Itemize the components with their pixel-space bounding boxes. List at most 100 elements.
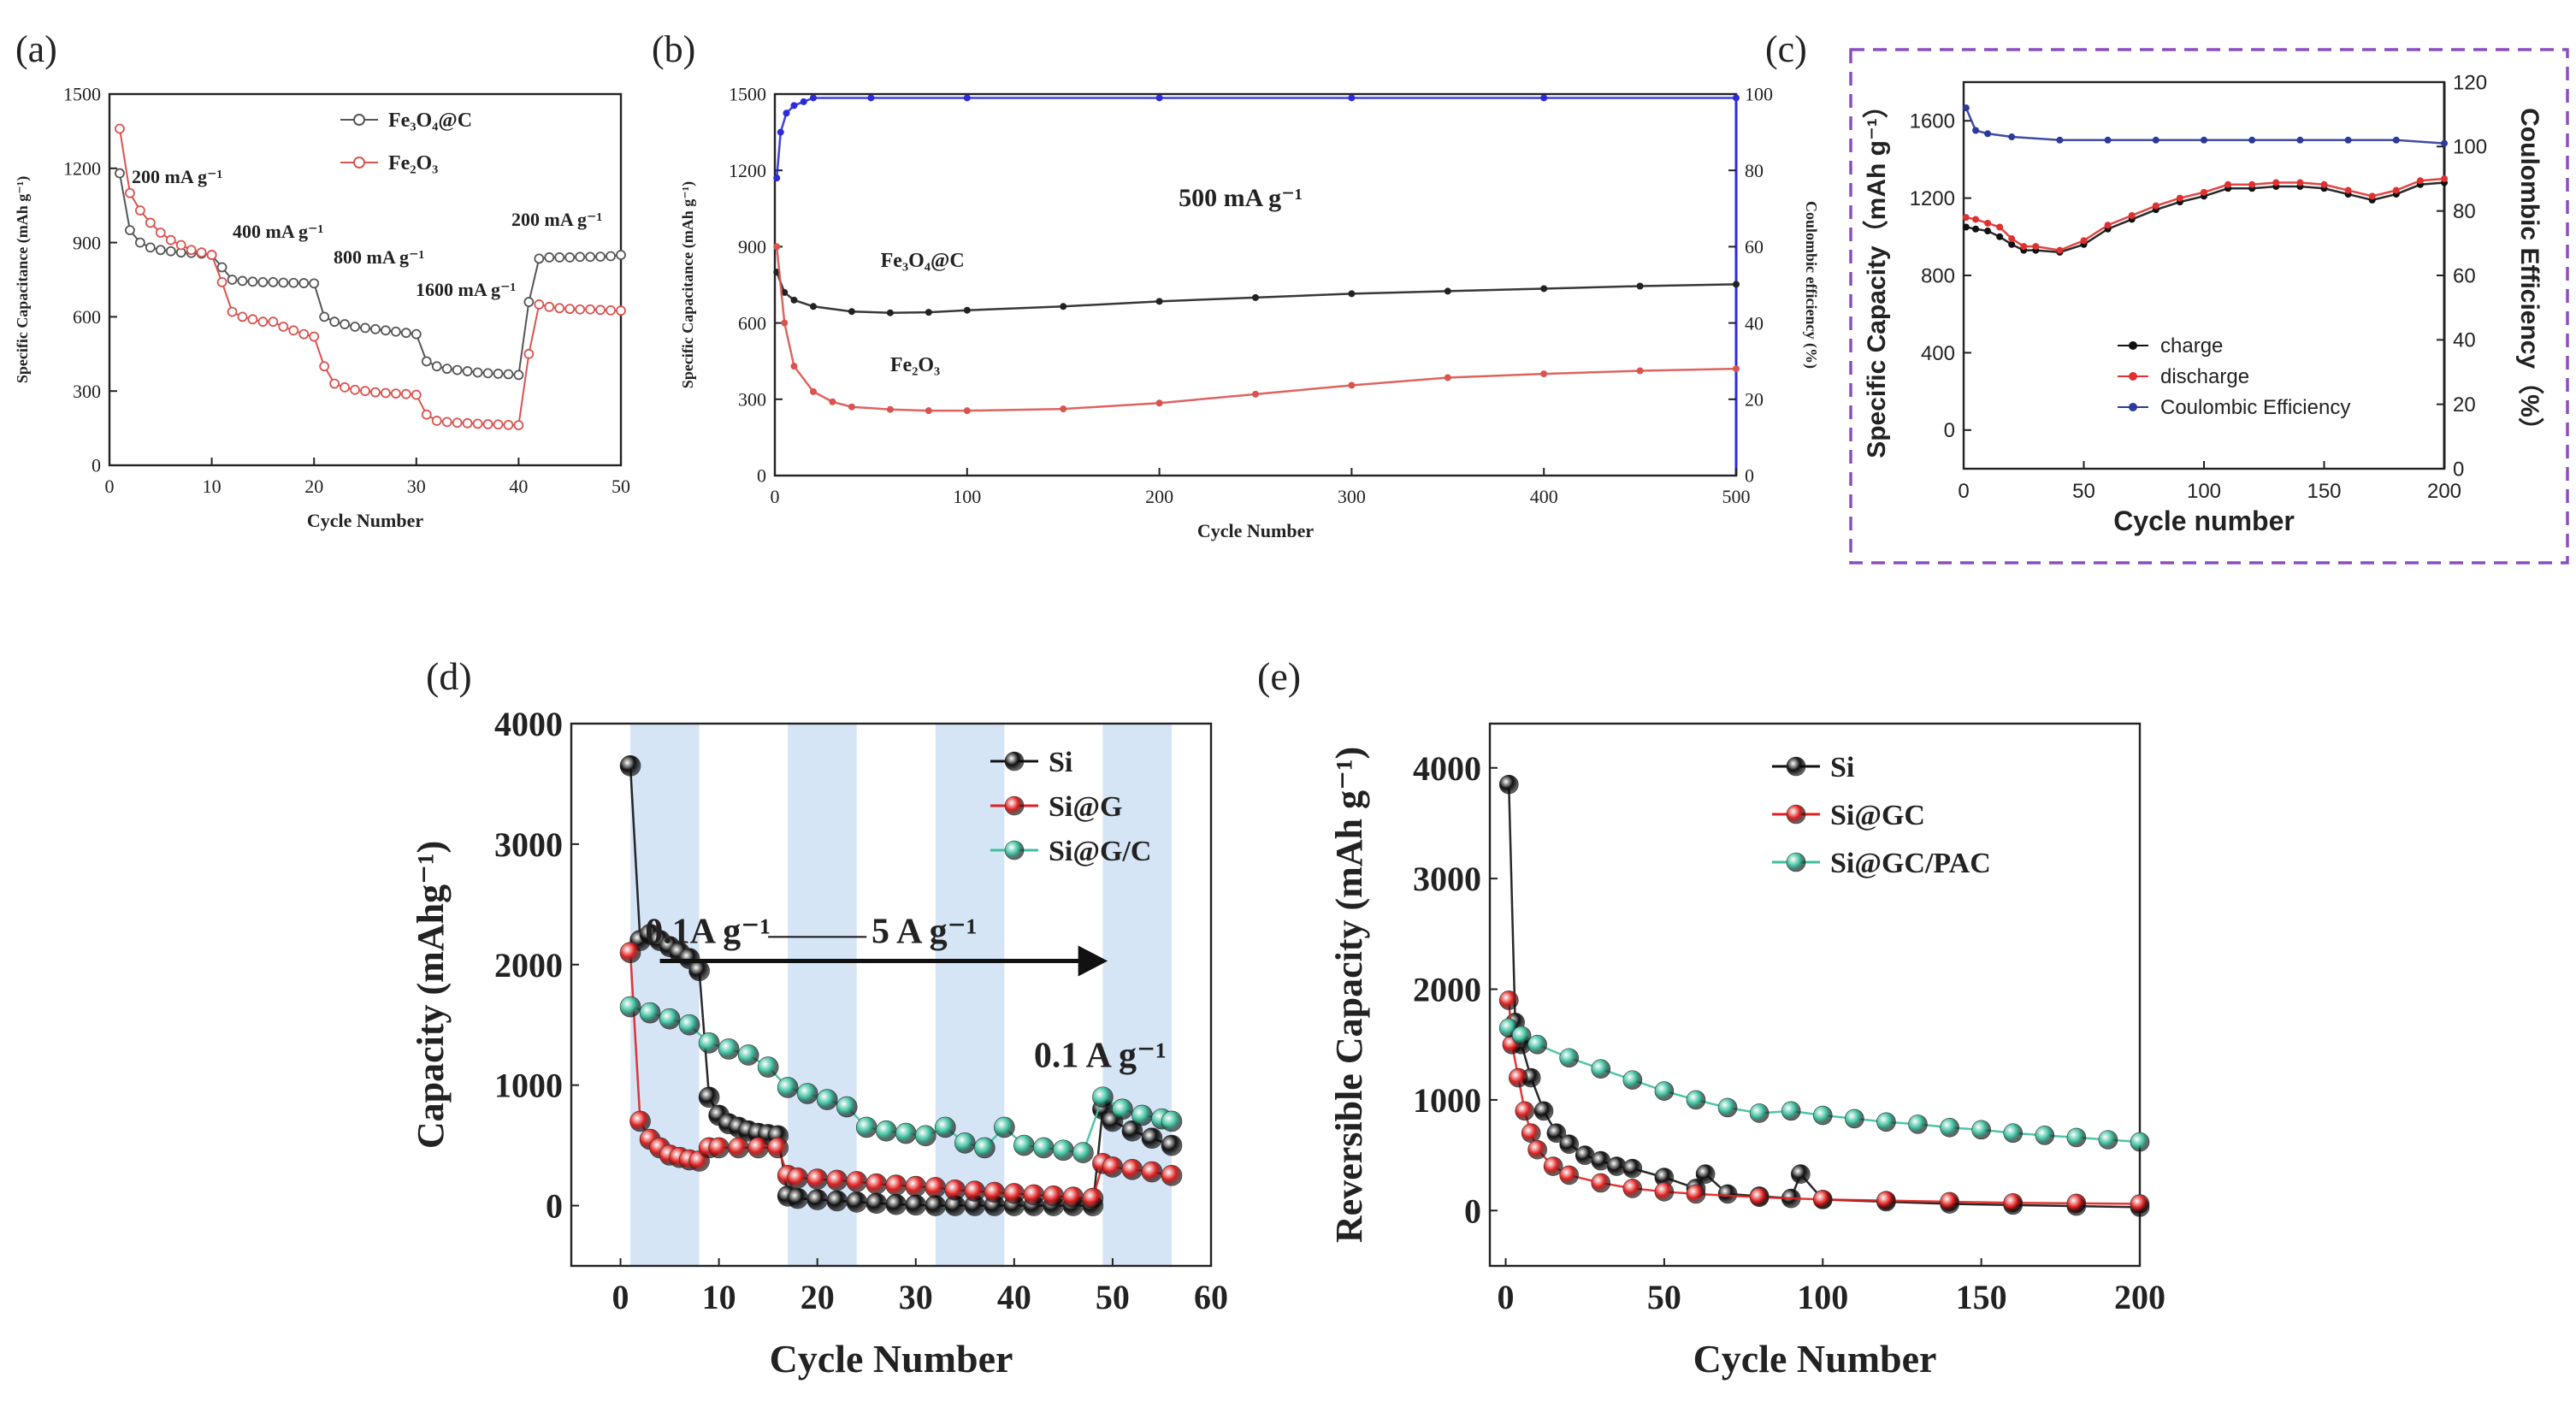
series-b-2 [773,94,1740,182]
x-tick-label: 150 [1956,1278,2007,1316]
legend-marker [2129,341,2137,350]
data-point [1940,1117,1959,1138]
rate-arrowhead [1078,945,1108,977]
data-point [886,405,894,413]
shaded-region [935,724,1005,1266]
data-point [1733,281,1740,288]
series-b-0 [773,269,1740,316]
data-point [1749,1187,1770,1208]
data-point [1003,1183,1025,1204]
data-point [2416,177,2424,185]
data-point [848,308,855,316]
data-point [806,1189,828,1210]
x-tick-label: 200 [1145,486,1173,507]
data-point [2201,188,2207,196]
series-e-2 [1498,1018,2150,1152]
data-point [885,1193,907,1215]
data-point [2441,139,2448,147]
data-point [2020,243,2028,251]
data-point [809,94,817,102]
x-tick-label: 150 [2307,480,2341,503]
y-tick-label: 1500 [729,84,766,105]
data-point [472,367,483,378]
data-point [390,388,401,399]
y2-tick-label: 0 [1745,465,1754,487]
x-tick-label: 50 [612,476,630,497]
y-tick-label: 400 [1921,342,1955,365]
data-point [757,1056,779,1078]
data-point [350,384,360,395]
data-point [2130,1132,2150,1152]
data-point [2056,136,2064,144]
data-point [2272,179,2280,186]
series-line [118,173,622,376]
y2-tick-label: 60 [1745,236,1764,257]
y-tick-label: 600 [738,312,766,334]
series-line [1507,1000,2141,1205]
x-axis-title: Cycle Number [770,1337,1013,1380]
x-tick-label: 0 [1498,1278,1515,1316]
data-point [278,277,289,288]
data-point [513,420,524,431]
x-tick-label: 30 [407,476,426,497]
data-point [1161,1165,1183,1186]
data-point [441,364,452,375]
data-point [1033,1137,1055,1159]
data-point [278,322,289,332]
legend-marker [1004,840,1025,860]
data-point [2035,1126,2055,1145]
data-point [575,304,586,315]
data-point [441,417,452,428]
data-point [2008,133,2016,141]
data-point [1717,1184,1738,1204]
y2-tick-label: 80 [1745,160,1764,181]
x-axis-title: Cycle Number [1197,520,1314,541]
data-point [1984,219,1992,227]
data-point [781,288,789,296]
data-point [1733,365,1740,373]
data-point [1155,298,1163,305]
x-tick-label: 50 [1647,1278,1681,1316]
data-point [513,370,524,381]
data-point [1559,1048,1579,1068]
data-point [421,356,432,367]
panel-b: (b)0 100 200 300 400 500030060090012001500020… [652,28,1820,541]
series-line [1508,1026,2141,1144]
data-point [639,1002,661,1024]
data-point [1540,285,1548,293]
highlight-box [1849,48,2569,565]
data-point [1962,223,1970,231]
data-point [954,1132,976,1154]
data-point [309,278,320,289]
data-point [1444,287,1451,295]
legend-label: Si@G [1049,791,1122,823]
data-point [934,1116,956,1138]
y2-tick-label: 100 [2453,136,2487,159]
x-tick-label: 20 [801,1278,835,1316]
data-point [688,960,710,982]
data-point [790,102,798,109]
x-tick-label: 20 [304,476,323,497]
data-point [963,306,971,314]
legend-label: Fe₂O₃ [388,152,438,174]
data-point [1092,1086,1114,1109]
y-axis-title: Specific Capacity（mAh g⁻¹） [1862,92,1891,458]
data-point [790,363,798,370]
series-line [776,97,1736,179]
data-point [2296,136,2304,144]
legend-marker [1786,852,1806,872]
data-point [1533,1101,1554,1121]
data-point [796,1083,818,1104]
data-point [431,361,442,372]
plot-frame [773,92,1738,477]
data-point [1060,405,1067,413]
series-b-1 [773,243,1740,415]
data-point [2296,179,2304,186]
legend-marker [353,114,365,126]
data-point [1521,1123,1541,1144]
data-point [2392,136,2400,144]
data-point [503,419,514,430]
data-point [1717,1097,1738,1118]
data-point [1972,225,1980,233]
series-line [776,271,1737,314]
